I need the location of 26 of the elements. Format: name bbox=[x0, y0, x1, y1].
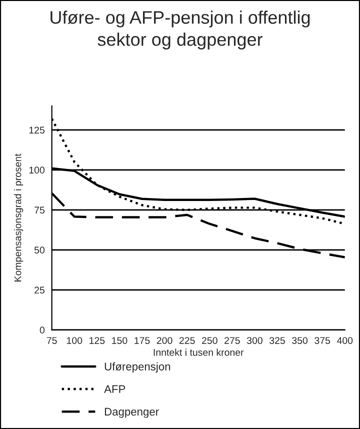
x-tick-label: 375 bbox=[314, 337, 330, 344]
y-tick-label: 50 bbox=[34, 246, 45, 254]
x-tick-label: 350 bbox=[292, 337, 308, 344]
legend-label: Uførepensjon bbox=[104, 362, 170, 373]
chart-title: Uføre- og AFP-pensjon i offentlig sektor og dagpenger bbox=[50, 10, 310, 50]
x-tick-label: 175 bbox=[134, 337, 150, 344]
y-tick-label: 100 bbox=[29, 166, 45, 174]
x-tick-label: 150 bbox=[112, 337, 128, 344]
x-tick-label: 400 bbox=[336, 337, 353, 344]
x-tick-label: 125 bbox=[90, 337, 105, 344]
y-tick-label: 25 bbox=[34, 286, 44, 294]
x-tick-label: 75 bbox=[46, 337, 57, 344]
x-axis-title: Inntekt i tusen kroner bbox=[154, 348, 244, 356]
x-tick-label: 250 bbox=[202, 337, 218, 344]
y-axis-title: Kompensasjonsgrad i prosent bbox=[14, 154, 24, 282]
y-tick-label: 125 bbox=[29, 126, 44, 134]
legend-label: AFP bbox=[104, 385, 126, 393]
x-tick-label: 225 bbox=[179, 337, 195, 344]
x-tick-label: 300 bbox=[246, 337, 262, 344]
y-tick-label: 75 bbox=[34, 206, 44, 214]
x-tick-label: 100 bbox=[67, 337, 82, 344]
x-tick-label: 275 bbox=[224, 337, 240, 344]
y-tick-label: 0 bbox=[40, 326, 45, 334]
x-tick-label: 200 bbox=[156, 337, 172, 344]
legend-label: Dagpenger bbox=[104, 408, 159, 418]
x-tick-label: 325 bbox=[270, 337, 285, 344]
